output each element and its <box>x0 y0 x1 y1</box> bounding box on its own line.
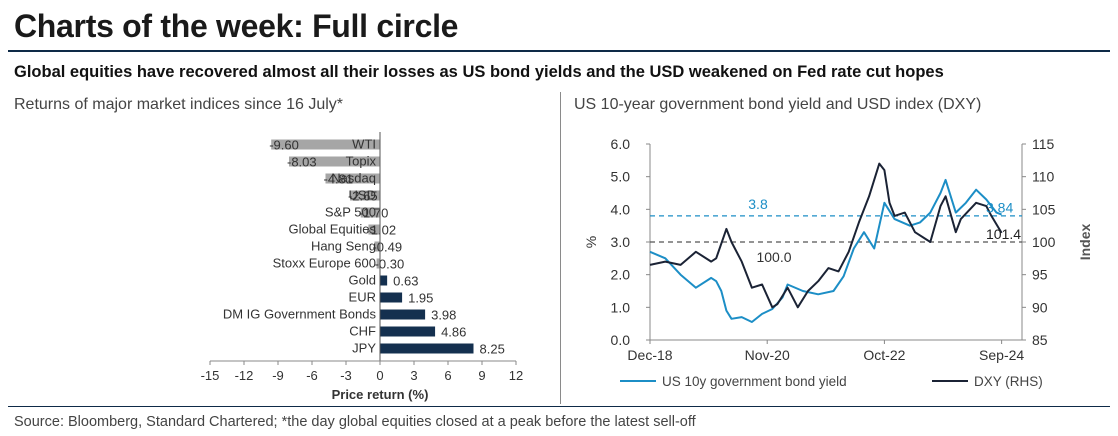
bar-nasdaq <box>325 173 380 184</box>
left-tick-label: 4.0 <box>611 201 631 217</box>
panel-divider <box>560 92 561 404</box>
legend-label-dxy: DXY (RHS) <box>974 374 1043 389</box>
reference-label-yield: 3.8 <box>748 196 768 212</box>
bar-topix <box>288 156 380 167</box>
series-line-dxy <box>649 162 1003 309</box>
category-label: CHF <box>349 324 376 339</box>
category-label: EUR <box>349 290 376 305</box>
x-tick-label: -6 <box>306 368 318 383</box>
line-chart: 0.0 1.0 2.0 3.0 4.0 5.0 6.0 85 90 95 100 105 110 115 D… <box>583 136 1093 389</box>
data-label: 3.98 <box>431 308 456 323</box>
left-tick-label: 5.0 <box>611 169 631 185</box>
right-axis-title: Index <box>1077 224 1093 261</box>
bar-s-p-500 <box>360 207 380 218</box>
data-label: -0.30 <box>375 257 405 272</box>
left-tick-label: 3.0 <box>611 234 631 250</box>
bar-gold <box>380 275 388 286</box>
category-label: Hang Seng <box>311 239 376 254</box>
right-tick-label: 100 <box>1032 234 1056 250</box>
data-label: -2.65 <box>348 189 378 204</box>
x-tick-label: -9 <box>272 368 284 383</box>
right-tick-label: 95 <box>1032 267 1048 283</box>
bar-stoxx-europe-600 <box>376 258 380 269</box>
bar-global-equities <box>368 224 380 235</box>
page-title: Charts of the week: Full circle <box>14 8 459 44</box>
bar-hang-seng <box>374 241 380 252</box>
category-label: Stoxx Europe 600 <box>273 256 376 271</box>
title-rule <box>8 50 1110 52</box>
category-label: USD <box>349 188 376 203</box>
series-line-us10y <box>649 178 1002 323</box>
category-label: Topix <box>346 154 377 169</box>
right-tick-label: 85 <box>1032 332 1048 348</box>
bar-dm-ig-government-bonds <box>380 309 426 320</box>
data-label: 4.86 <box>441 325 466 340</box>
x-tick-label: -12 <box>235 368 254 383</box>
right-tick-label: 110 <box>1032 169 1055 185</box>
x-tick-label: 9 <box>478 368 485 383</box>
line-chart-title: US 10-year government bond yield and USD… <box>574 96 982 113</box>
right-tick-label: 115 <box>1032 136 1055 152</box>
x-tick-label: Oct-22 <box>863 347 905 363</box>
category-label: Gold <box>349 273 376 288</box>
left-tick-label: 0.0 <box>611 332 631 348</box>
x-tick-label: 12 <box>509 368 523 383</box>
bar-chart: WTI -9.60 Topix -8.03 Nasdaq-4.81USD-2.65S&P… <box>201 132 523 402</box>
x-tick-label: 6 <box>444 368 451 383</box>
data-label: 8.25 <box>480 342 505 357</box>
page-subtitle: Global equities have recovered almost al… <box>14 63 944 81</box>
source-note: Source: Bloomberg, Standard Chartered; *… <box>14 414 696 430</box>
data-label: -4.81 <box>323 172 353 187</box>
bar-wti <box>271 139 380 150</box>
x-tick-label: 3 <box>410 368 417 383</box>
reference-label-dxy: 100.0 <box>756 249 791 265</box>
data-label: 0.63 <box>393 274 418 289</box>
x-tick-label: -3 <box>340 368 352 383</box>
data-label: 1.95 <box>408 291 433 306</box>
category-label: DM IG Government Bonds <box>223 307 377 322</box>
left-axis-title: % <box>583 236 599 248</box>
legend-label-us10y: US 10y government bond yield <box>662 374 847 389</box>
bar-eur <box>380 292 403 303</box>
bar-chart-title: Returns of major market indices since 16… <box>14 96 344 113</box>
category-label: S&P 500 <box>325 205 376 220</box>
category-label: JPY <box>352 341 376 356</box>
right-tick-label: 90 <box>1032 299 1048 315</box>
bar-usd <box>349 190 380 201</box>
end-label-yield: 3.84 <box>986 200 1013 216</box>
category-label: Global Equities <box>289 222 377 237</box>
left-tick-label: 6.0 <box>611 136 631 152</box>
x-tick-label: -15 <box>201 368 220 383</box>
left-tick-label: 2.0 <box>611 267 631 283</box>
x-axis-title: Price return (%) <box>332 387 429 402</box>
data-label: -0.49 <box>372 240 402 255</box>
footer-rule <box>8 406 1110 407</box>
category-label: Nasdaq <box>331 171 376 186</box>
data-label: -1.02 <box>366 223 396 238</box>
category-label: WTI <box>352 137 376 152</box>
data-label: -8.03 <box>287 155 317 170</box>
right-tick-label: 105 <box>1032 201 1056 217</box>
bar-chf <box>380 326 436 337</box>
x-tick-label: Dec-18 <box>627 347 672 363</box>
x-tick-label: Nov-20 <box>745 347 790 363</box>
x-tick-label: Sep-24 <box>979 347 1024 363</box>
x-tick-label: 0 <box>376 368 383 383</box>
left-tick-label: 1.0 <box>611 299 631 315</box>
bar-jpy <box>380 343 474 354</box>
data-label: -1.70 <box>359 206 389 221</box>
data-label: -9.60 <box>269 138 299 153</box>
end-label-dxy: 101.4 <box>986 226 1021 242</box>
